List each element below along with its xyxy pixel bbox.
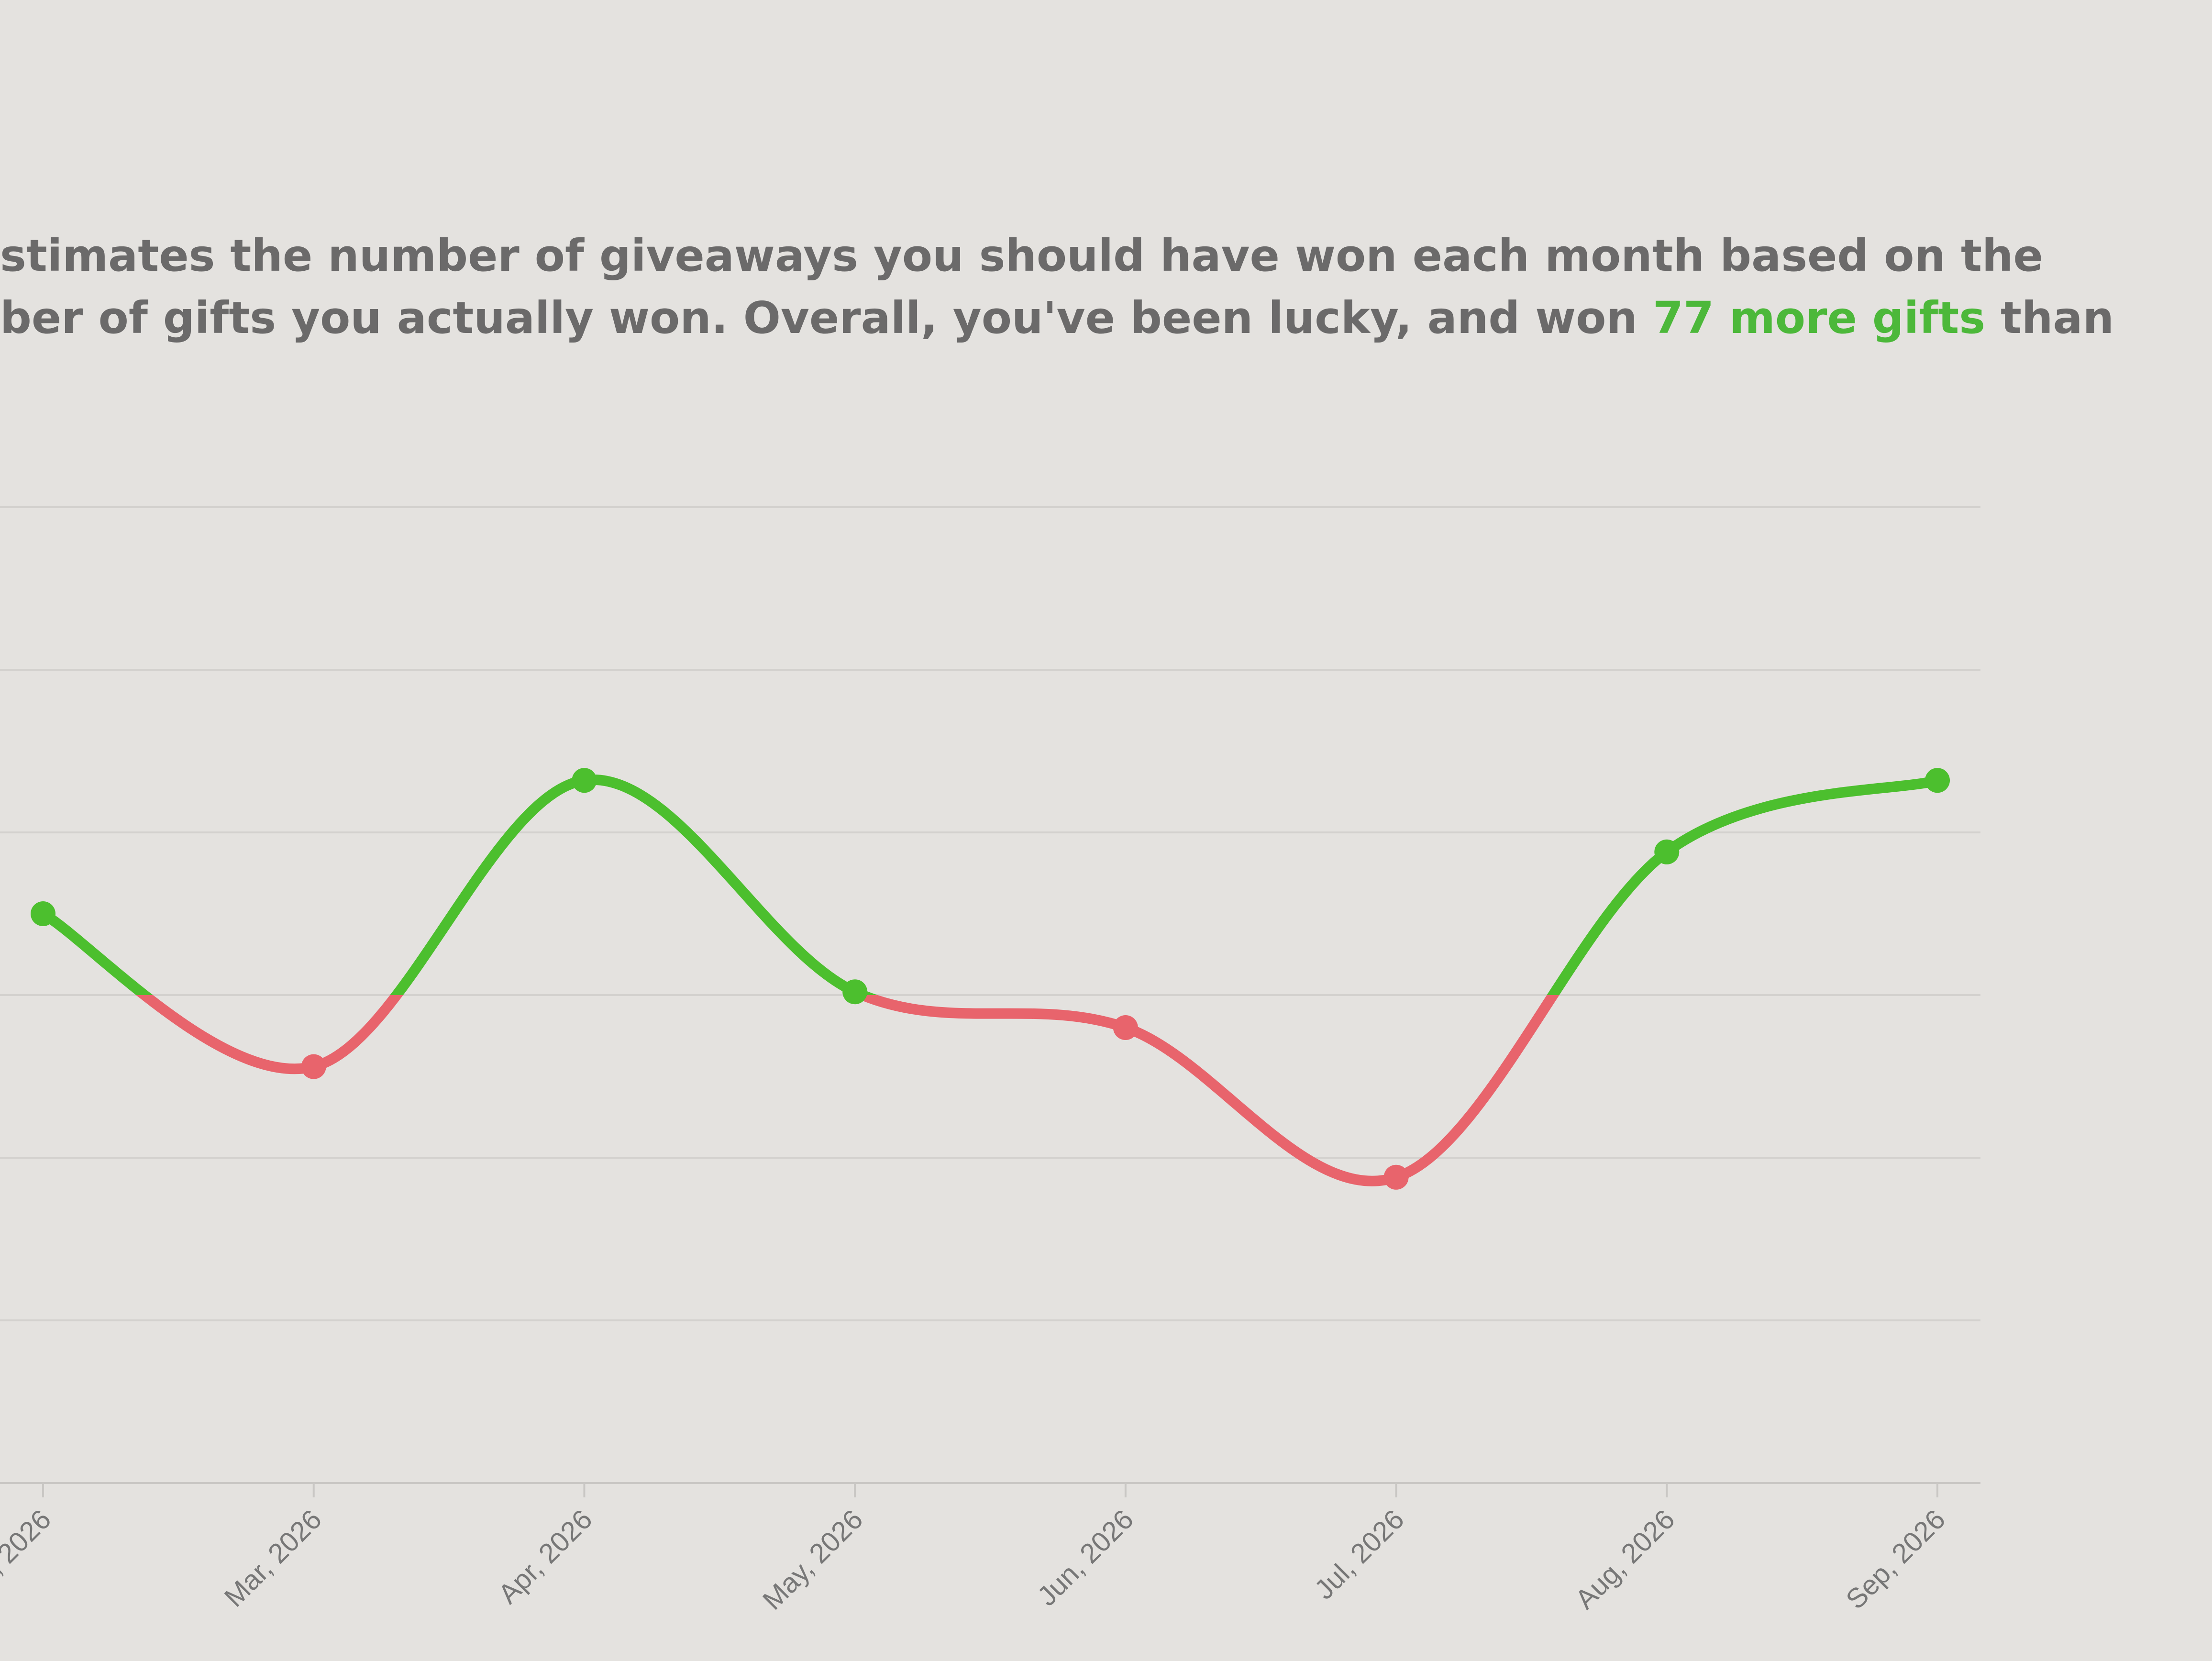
point [1113,1015,1138,1040]
x-tick-label: Jul, 2026 [1308,1504,1410,1605]
x-tick-label: Feb, 2026 [0,1504,57,1614]
highlight-text: 77 more gifts [1652,292,1986,343]
x-tick-label: Aug, 2026 [1570,1504,1681,1615]
point [1925,768,1950,793]
point [572,768,597,793]
text: than [1985,292,2114,343]
point [301,1054,326,1079]
text: stimates the number of giveaways you sho… [0,230,2043,281]
description-line: stimates the number of giveaways you sho… [0,225,2114,287]
point [1383,1164,1409,1190]
point [1654,839,1680,864]
text: ber of gifts you actually won. Overall, … [0,292,1653,343]
description-line: ber of gifts you actually won. Overall, … [0,287,2114,349]
x-tick-label: Sep, 2026 [1840,1504,1951,1615]
line-negative [136,995,1559,1186]
description: stimates the number of giveaways you sho… [0,225,2114,349]
point [31,901,55,926]
x-tick-label: Mar, 2026 [219,1504,328,1613]
x-tick-label: Apr, 2026 [492,1504,598,1610]
point [842,979,868,1005]
x-tick-label: Jun, 2026 [1031,1504,1139,1612]
line-positive [40,774,1939,995]
x-tick-label: May, 2026 [757,1504,869,1616]
